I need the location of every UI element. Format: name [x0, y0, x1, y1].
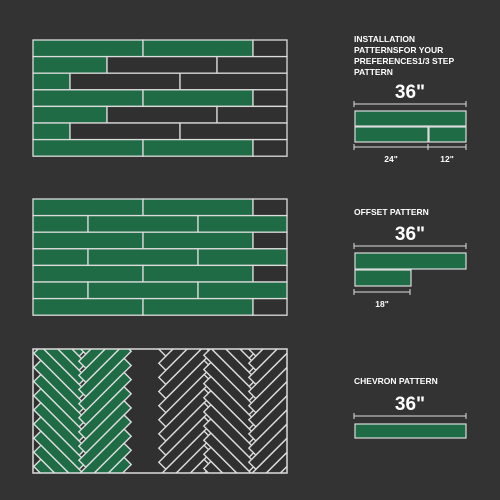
offset-wall-tile — [87, 214, 199, 233]
chevron-wall-tile — [251, 437, 287, 473]
step-wall-tile — [69, 122, 181, 141]
step-wall-tile — [252, 39, 288, 58]
chevron-wall-tile — [247, 408, 287, 457]
offset-wall-tile — [252, 264, 288, 283]
chevron-width-label: 36" — [395, 394, 425, 415]
step-pattern-title-line3: PREFERENCES1/3 STEP — [354, 56, 454, 66]
offset-wall-tile — [142, 264, 254, 283]
offset-wall-tile — [197, 214, 288, 233]
chevron-wall-tile — [247, 394, 287, 442]
offset-wall-tile — [252, 297, 288, 316]
step-wall-tile — [32, 55, 108, 74]
chevron-wall-tile — [33, 458, 56, 473]
offset-wall-tile — [197, 248, 288, 267]
chevron-wall-tile — [157, 349, 203, 386]
offset-wall-tile — [32, 281, 89, 300]
offset-wall-tile — [87, 281, 199, 300]
chevron-wall-tile — [77, 414, 133, 469]
step-left-segment-label: 24" — [384, 154, 398, 164]
step-pattern-title-line4: PATTERN — [354, 67, 393, 77]
chevron-wall-tile — [77, 349, 133, 398]
chevron-wall-tile — [157, 349, 189, 372]
chevron-wall-tile — [247, 349, 279, 372]
step-wall-tile — [32, 105, 108, 124]
chevron-wall-tile — [265, 451, 287, 473]
offset-wall-tile — [32, 264, 144, 283]
chevron-wall-tile — [279, 465, 287, 473]
chevron-tile — [354, 423, 467, 439]
step-wall-tile — [32, 122, 71, 141]
offset-tile-bottom — [354, 269, 412, 287]
step-wall-tile — [32, 138, 144, 157]
offset-wall-tile — [142, 297, 254, 316]
chevron-wall-tile — [247, 352, 287, 400]
offset-wall-tile — [252, 231, 288, 250]
offset-wall-tile — [32, 231, 144, 250]
chevron-wall-tile — [247, 380, 287, 428]
step-pattern-wall — [32, 39, 288, 157]
step-wall-tile — [32, 72, 71, 91]
offset-wall-tile — [252, 198, 288, 217]
chevron-wall-tile — [202, 460, 224, 473]
offset-pattern-title: OFFSET PATTERN — [354, 207, 429, 217]
offset-wall-tile — [87, 248, 199, 267]
step-wall-tile — [142, 89, 254, 108]
step-wall-tile — [32, 89, 144, 108]
chevron-wall-tile — [33, 430, 84, 473]
step-wall-tile — [252, 89, 288, 108]
chevron-wall-tile — [247, 349, 287, 386]
chevron-wall-tile — [247, 349, 265, 358]
step-wall-tile — [106, 105, 218, 124]
step-pattern-title-line2: PATTERNSFOR YOUR — [354, 45, 443, 55]
step-wall-tile — [142, 138, 254, 157]
offset-width-label: 36" — [395, 224, 425, 245]
step-tile-full — [354, 110, 467, 127]
step-wall-tile — [106, 55, 218, 74]
offset-wall-tile — [142, 198, 254, 217]
offset-wall-tile — [32, 297, 144, 316]
chevron-pattern-title: CHEVRON PATTERN — [354, 376, 438, 386]
step-wall-tile — [216, 105, 288, 124]
chevron-wall-tile — [79, 428, 133, 473]
step-tile-24 — [354, 126, 429, 143]
chevron-wall-tile — [157, 349, 175, 358]
chevron-wall-tile — [247, 423, 287, 471]
step-wall-tile — [216, 55, 288, 74]
step-wall-tile — [252, 138, 288, 157]
chevron-wall-tile — [77, 349, 121, 384]
chevron-wall-tile — [77, 357, 133, 412]
offset-tile-top — [354, 252, 467, 270]
offset-segment-label: 18" — [375, 299, 389, 309]
chevron-pattern-wall — [32, 348, 288, 474]
offset-pattern-wall — [32, 198, 288, 316]
step-pattern-title-line1: INSTALLATION — [354, 34, 415, 44]
step-wall-tile — [69, 72, 181, 91]
offset-wall-tile — [197, 281, 288, 300]
chevron-wall-tile — [33, 444, 70, 473]
step-wall-tile — [179, 122, 288, 141]
step-tile-12 — [428, 126, 467, 143]
chevron-wall-tile — [77, 399, 133, 455]
step-wall-tile — [179, 72, 288, 91]
offset-wall-tile — [32, 198, 144, 217]
offset-wall-tile — [32, 248, 89, 267]
chevron-wall-tile — [247, 366, 287, 414]
chevron-wall-tile — [77, 371, 133, 426]
chevron-wall-tile — [77, 385, 133, 440]
step-right-segment-label: 12" — [440, 154, 454, 164]
chevron-wall-tile — [202, 446, 238, 473]
chevron-wall-tile — [202, 432, 252, 473]
offset-wall-tile — [32, 214, 89, 233]
offset-wall-tile — [142, 231, 254, 250]
chevron-wall-tile — [79, 349, 93, 356]
chevron-wall-tile — [77, 349, 107, 370]
step-wall-tile — [32, 39, 144, 58]
step-wall-tile — [142, 39, 254, 58]
step-width-label: 36" — [395, 82, 425, 103]
chevron-wall-tile — [93, 442, 133, 473]
